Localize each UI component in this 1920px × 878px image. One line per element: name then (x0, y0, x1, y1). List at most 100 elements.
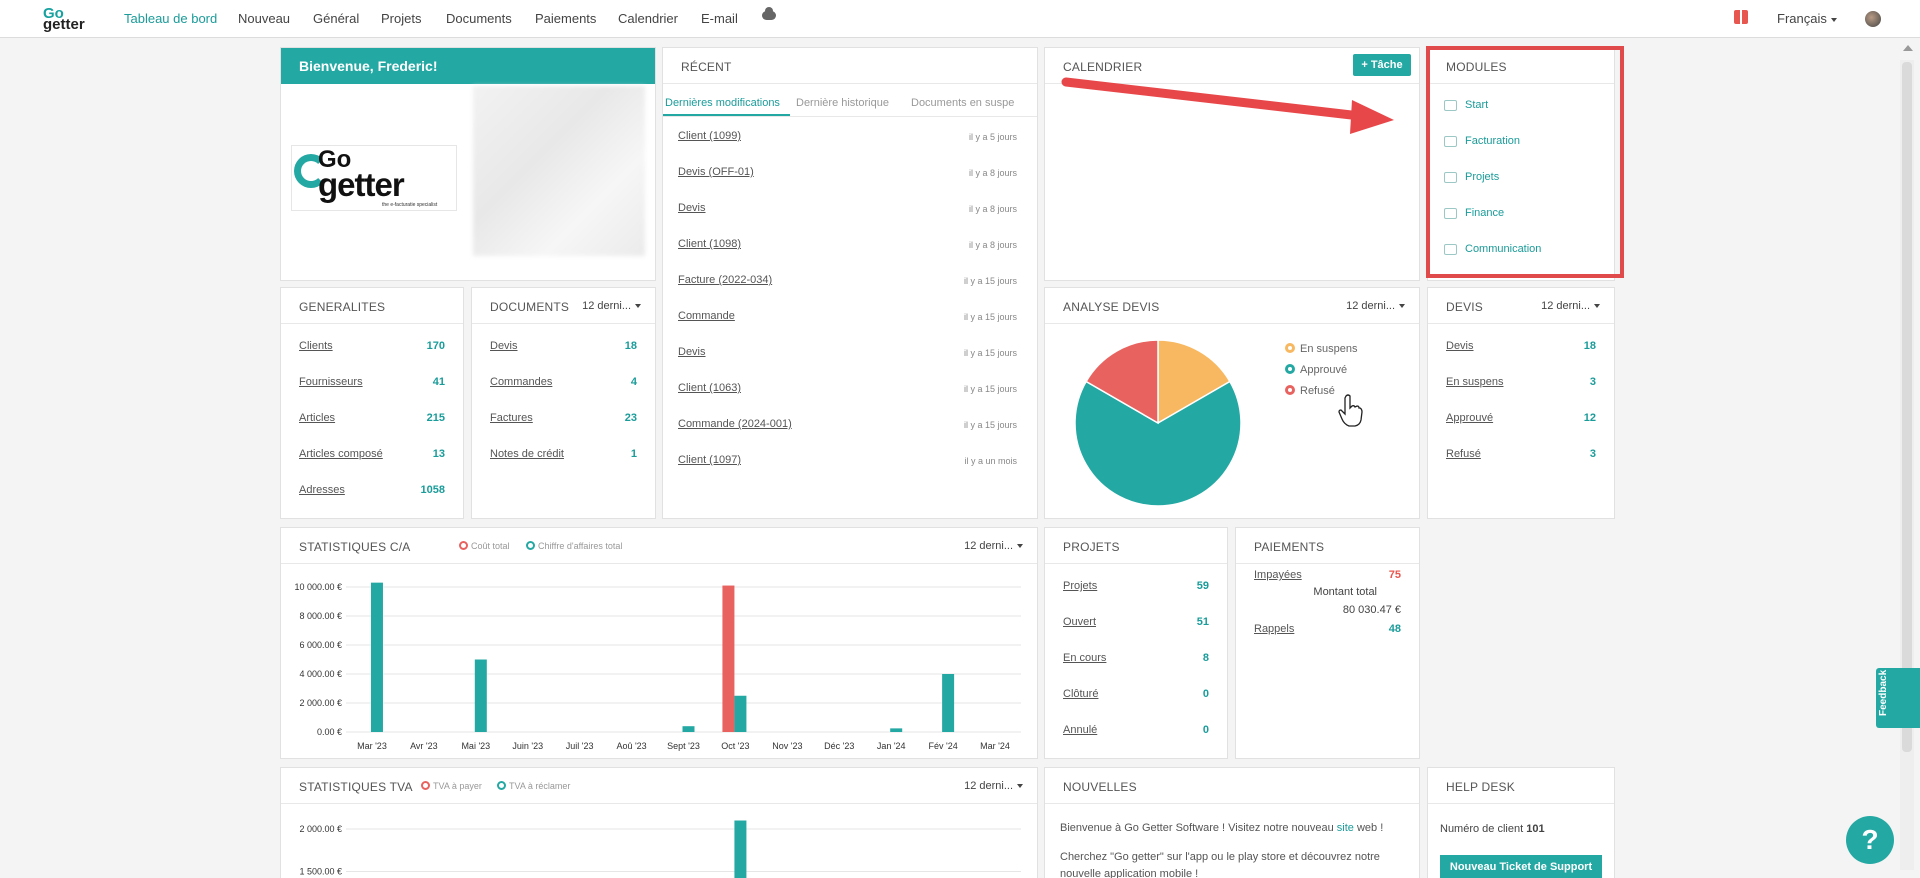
stat-value: 215 (426, 412, 445, 424)
recent-item[interactable]: Facture (2022-034) (678, 274, 773, 286)
stat-label[interactable]: En cours (1063, 652, 1107, 664)
nav-projets[interactable]: Projets (381, 11, 422, 26)
stat-label[interactable]: Devis (490, 340, 518, 352)
legend-tva-payer[interactable]: TVA à payer (421, 781, 482, 791)
nav-tableau-de-bord[interactable]: Tableau de bord (124, 11, 218, 26)
scroll-up-icon[interactable] (1903, 45, 1913, 51)
stats-ca-period-dropdown[interactable]: 12 derni... (964, 540, 1023, 552)
stat-label[interactable]: Refusé (1446, 448, 1481, 460)
scrollbar-thumb[interactable] (1902, 62, 1912, 752)
module-facturation[interactable]: Facturation (1444, 135, 1520, 147)
recent-item[interactable]: Client (1098) (678, 238, 741, 250)
y-tick-label: 0.00 € (317, 727, 342, 737)
devis-period-dropdown[interactable]: 12 derni... (1541, 300, 1600, 312)
nav-calendrier[interactable]: Calendrier (618, 11, 678, 26)
stats-tva-period-dropdown[interactable]: 12 derni... (964, 780, 1023, 792)
calendar-header: CALENDRIER + Tâche (1045, 48, 1419, 84)
x-tick-label: Juil '23 (566, 741, 594, 751)
stats-tva-header: STATISTIQUES TVA TVA à payer TVA à récla… (281, 768, 1037, 804)
app-logo[interactable]: Go getter (43, 6, 85, 32)
recent-item[interactable]: Devis (678, 202, 706, 214)
recent-item-time: il y a 15 jours (963, 276, 1017, 286)
recent-item[interactable]: Client (1097) (678, 454, 741, 466)
tab-dernieres-modifications[interactable]: Dernières modifications (665, 97, 780, 109)
chevron-down-icon (635, 304, 641, 309)
impayees-link[interactable]: Impayées (1254, 569, 1302, 581)
project-icon (1444, 171, 1457, 183)
legend-tva-reclamer[interactable]: TVA à réclamer (497, 781, 570, 791)
legend-cout-total[interactable]: Coût total (459, 541, 510, 551)
add-task-button[interactable]: + Tâche (1353, 54, 1411, 76)
nav-documents[interactable]: Documents (446, 11, 512, 26)
tab-derniere-historique[interactable]: Dernière historique (796, 97, 889, 109)
new-support-ticket-button[interactable]: Nouveau Ticket de Support (1440, 855, 1602, 878)
nav-nouveau[interactable]: Nouveau (238, 11, 291, 26)
analyse-title: ANALYSE DEVIS (1063, 300, 1160, 314)
recent-item[interactable]: Commande (678, 310, 735, 322)
nav-email[interactable]: E-mail (701, 11, 738, 26)
stat-label[interactable]: Approuvé (1446, 412, 1494, 424)
recent-item[interactable]: Devis (678, 346, 706, 358)
stat-value: 3 (1589, 448, 1596, 460)
recent-item[interactable]: Client (1099) (678, 130, 741, 142)
stat-label[interactable]: Adresses (299, 484, 345, 496)
stat-label[interactable]: Fournisseurs (299, 376, 363, 388)
module-communication[interactable]: Communication (1444, 243, 1541, 255)
stats-tva-panel: STATISTIQUES TVA TVA à payer TVA à récla… (280, 767, 1038, 878)
language-selector[interactable]: Français (1777, 11, 1837, 26)
x-tick-label: Mar '23 (357, 741, 387, 751)
tab-documents-en-suspens[interactable]: Documents en suspe (911, 97, 1015, 109)
recent-item[interactable]: Commande (2024-001) (678, 418, 792, 430)
blurred-image (473, 86, 645, 256)
legend-label: TVA à réclamer (509, 781, 571, 791)
news-site-link[interactable]: site (1336, 822, 1354, 834)
cloud-icon[interactable] (762, 7, 776, 20)
legend-label: Approuvé (1300, 364, 1348, 376)
recent-item[interactable]: Devis (OFF-01) (678, 166, 754, 178)
rappels-value: 48 (1388, 623, 1401, 635)
documents-period-dropdown[interactable]: 12 derni... (582, 300, 641, 312)
module-start[interactable]: Start (1444, 99, 1488, 111)
stat-label[interactable]: Projets (1063, 580, 1098, 592)
stat-value: 4 (630, 376, 637, 388)
stat-value: 1058 (420, 484, 445, 496)
module-projets[interactable]: Projets (1444, 171, 1499, 183)
recent-item[interactable]: Client (1063) (678, 382, 741, 394)
nav-paiements[interactable]: Paiements (535, 11, 597, 26)
stat-row: Factures 23 (472, 412, 655, 432)
avatar[interactable] (1865, 11, 1881, 27)
stat-label[interactable]: Factures (490, 412, 533, 424)
x-tick-label: Mai '23 (461, 741, 490, 751)
analyse-period-dropdown[interactable]: 12 derni... (1346, 300, 1405, 312)
legend-label: En suspens (1300, 343, 1358, 355)
stat-value: 41 (432, 376, 445, 388)
feedback-tab[interactable]: Feedback (1876, 668, 1920, 728)
stat-label[interactable]: Devis (1446, 340, 1474, 352)
news-line-2: Cherchez "Go getter" sur l'app ou le pla… (1060, 851, 1380, 878)
bar (734, 695, 747, 732)
analyse-header: ANALYSE DEVIS 12 derni... (1045, 288, 1419, 324)
legend-refuse[interactable]: Refusé (1285, 385, 1335, 397)
devis-title: DEVIS (1446, 300, 1484, 314)
stat-label[interactable]: Clôturé (1063, 688, 1099, 700)
stat-label[interactable]: En suspens (1446, 376, 1504, 388)
stat-label[interactable]: Articles (299, 412, 336, 424)
modules-panel: MODULES Start Facturation Projets Financ… (1427, 47, 1615, 281)
stat-label[interactable]: Notes de crédit (490, 448, 564, 460)
welcome-header: Bienvenue, Frederic! (281, 48, 655, 84)
rappels-link[interactable]: Rappels (1254, 623, 1295, 635)
gift-icon[interactable] (1734, 10, 1748, 24)
legend-chiffre-affaires[interactable]: Chiffre d'affaires total (526, 541, 622, 551)
stat-label[interactable]: Articles composé (299, 448, 383, 460)
stat-label[interactable]: Ouvert (1063, 616, 1097, 628)
stat-label[interactable]: Commandes (490, 376, 553, 388)
stats-tva-title: STATISTIQUES TVA (299, 780, 413, 794)
legend-en-suspens[interactable]: En suspens (1285, 343, 1357, 355)
stat-label[interactable]: Clients (299, 340, 333, 352)
legend-approuve[interactable]: Approuvé (1285, 364, 1347, 376)
nav-general[interactable]: Général (313, 11, 360, 26)
pie-slice (1085, 339, 1159, 425)
help-button[interactable]: ? (1846, 816, 1894, 864)
stat-label[interactable]: Annulé (1063, 724, 1098, 736)
module-finance[interactable]: Finance (1444, 207, 1504, 219)
